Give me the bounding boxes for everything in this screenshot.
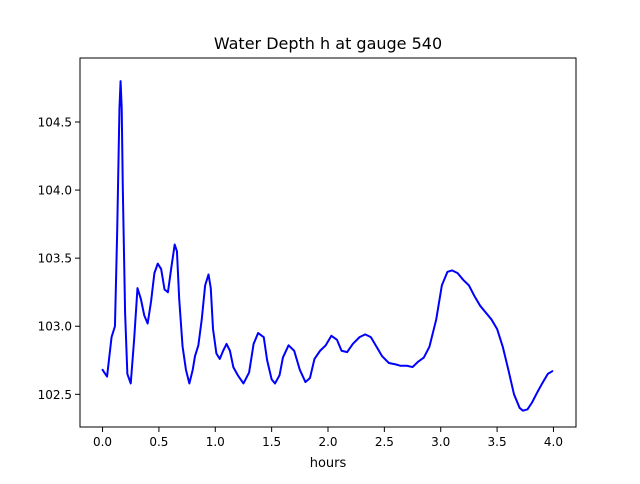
x-tick-label: 4.0 [544,435,563,449]
x-tick-label: 1.5 [262,435,281,449]
x-axis-ticks: 0.0 0.5 1.0 1.5 2.0 2.5 3.0 3.5 4.0 [93,427,563,449]
y-axis-ticks: 102.5 103.0 103.5 104.0 104.5 [38,115,80,402]
chart-title: Water Depth h at gauge 540 [214,34,442,53]
y-tick-label: 104.5 [38,115,72,129]
x-tick-label: 2.0 [318,435,337,449]
y-tick-label: 103.0 [38,320,72,334]
x-tick-label: 2.5 [375,435,394,449]
x-axis-label: hours [310,456,347,471]
water-depth-series-line [101,80,554,412]
x-tick-label: 1.0 [206,435,225,449]
y-tick-label: 102.5 [38,388,72,402]
x-tick-label: 0.0 [93,435,112,449]
y-tick-label: 103.5 [38,252,72,266]
x-tick-label: 0.5 [149,435,168,449]
y-tick-label: 104.0 [38,184,72,198]
x-tick-label: 3.0 [431,435,450,449]
x-tick-label: 3.5 [488,435,507,449]
